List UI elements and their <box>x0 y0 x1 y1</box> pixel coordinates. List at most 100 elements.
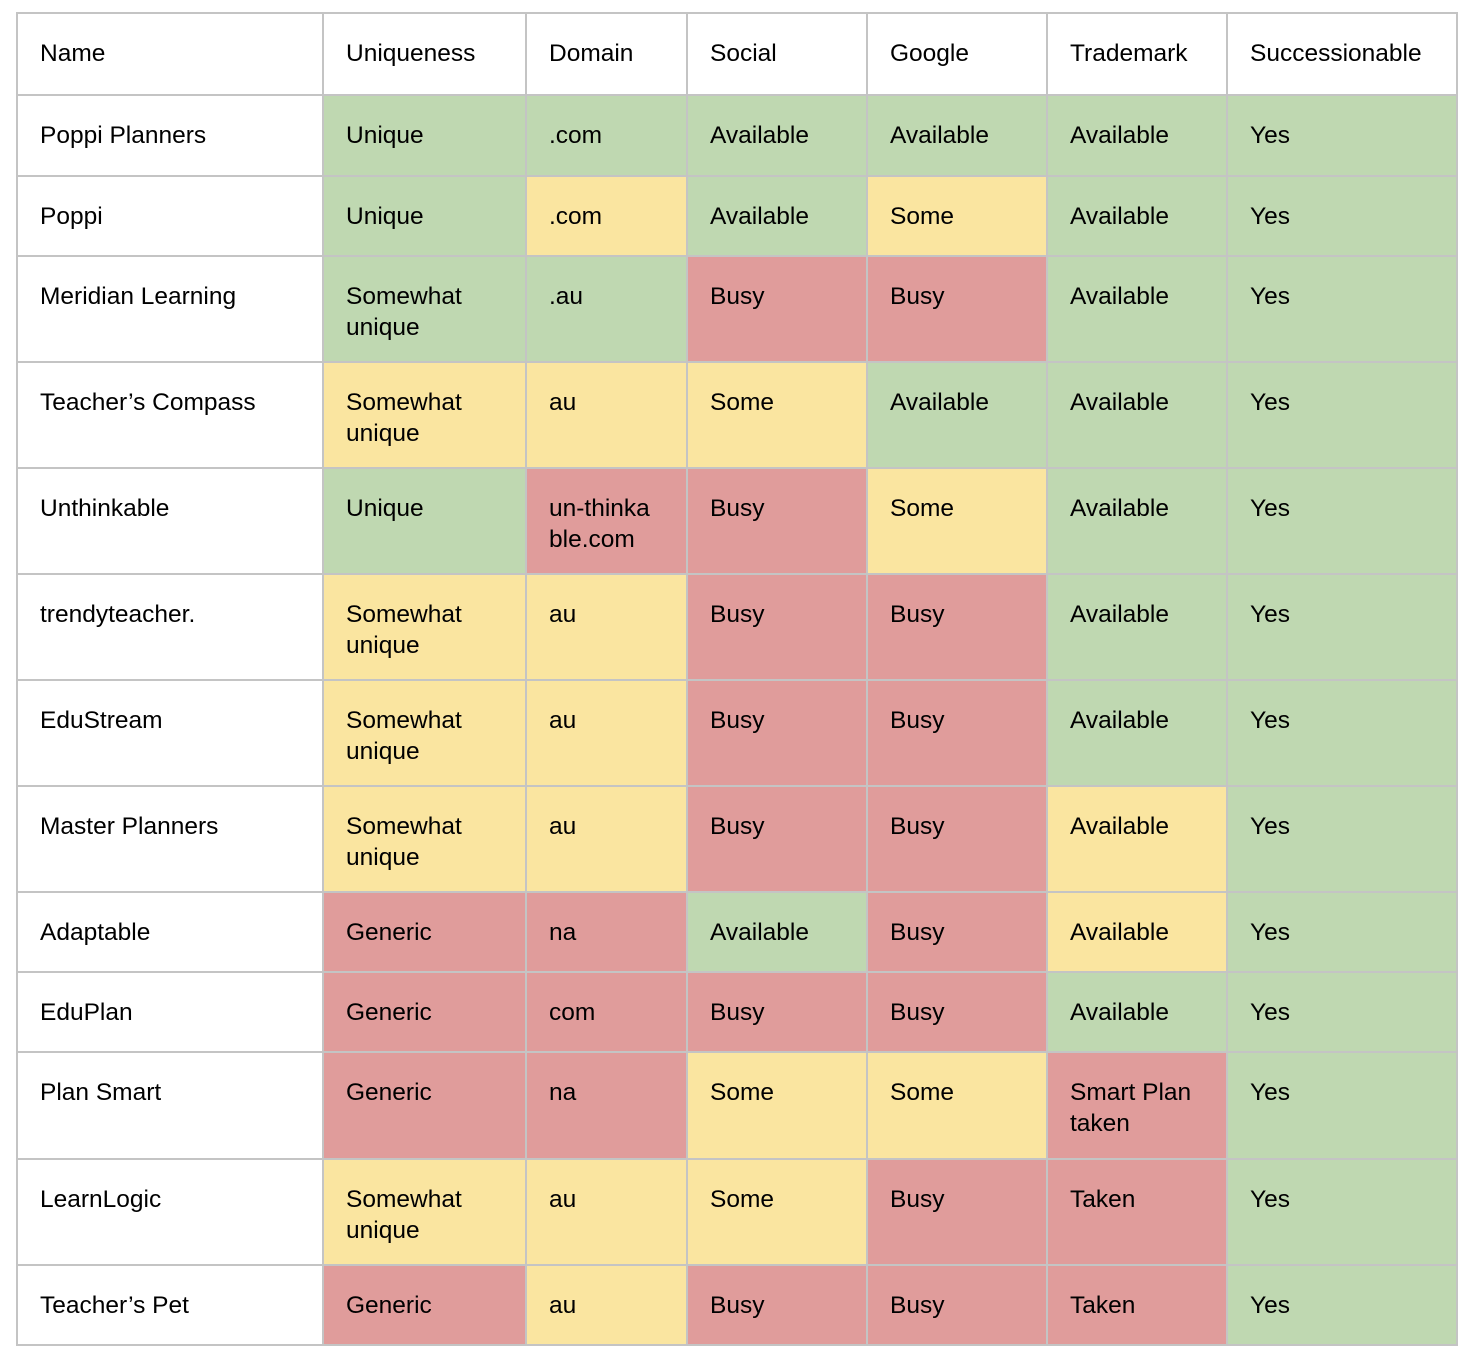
header-uniqueness: Uniqueness <box>322 12 527 96</box>
table-body: Poppi Planners Unique .com Available Availab… <box>16 94 1458 1346</box>
header-trademark: Trademark <box>1046 12 1228 96</box>
cell-successionable: Yes <box>1226 175 1458 257</box>
cell-trademark: Available <box>1046 175 1228 257</box>
cell-trademark: Smart Plan taken <box>1046 1051 1228 1160</box>
cell-trademark: Available <box>1046 361 1228 469</box>
cell-social: Some <box>686 361 868 469</box>
cell-trademark: Available <box>1046 467 1228 575</box>
cell-uniqueness: Somewhat unique <box>322 573 527 681</box>
cell-name: EduPlan <box>16 971 324 1053</box>
cell-successionable: Yes <box>1226 679 1458 787</box>
table-row: Unthinkable Unique un-thinka ble.com Busy So… <box>16 467 1458 575</box>
cell-google: Some <box>866 1051 1048 1160</box>
cell-name: Teacher’s Pet <box>16 1264 324 1346</box>
cell-google: Busy <box>866 971 1048 1053</box>
cell-successionable: Yes <box>1226 94 1458 177</box>
cell-name: Master Planners <box>16 785 324 893</box>
cell-social: Busy <box>686 467 868 575</box>
cell-successionable: Yes <box>1226 785 1458 893</box>
cell-social: Available <box>686 891 868 973</box>
cell-successionable: Yes <box>1226 1158 1458 1266</box>
cell-trademark: Available <box>1046 94 1228 177</box>
header-domain: Domain <box>525 12 688 96</box>
cell-social: Busy <box>686 679 868 787</box>
cell-google: Busy <box>866 255 1048 363</box>
cell-social: Available <box>686 94 868 177</box>
cell-name: LearnLogic <box>16 1158 324 1266</box>
table-row: EduStream Somewhat unique au Busy Busy Availa… <box>16 679 1458 787</box>
cell-google: Busy <box>866 1264 1048 1346</box>
table-row: Plan Smart Generic na Some Some Smart Plan ta… <box>16 1051 1458 1160</box>
cell-uniqueness: Somewhat unique <box>322 679 527 787</box>
cell-uniqueness: Generic <box>322 1051 527 1160</box>
table-row: Teacher’s Pet Generic au Busy Busy Taken Yes <box>16 1264 1458 1346</box>
cell-uniqueness: Somewhat unique <box>322 1158 527 1266</box>
cell-trademark: Available <box>1046 255 1228 363</box>
cell-domain: au <box>525 1158 688 1266</box>
cell-domain: au <box>525 679 688 787</box>
table-row: EduPlan Generic com Busy Busy Available Yes <box>16 971 1458 1053</box>
name-availability-table: Name Uniqueness Domain Social Google Tra… <box>16 12 1458 1346</box>
cell-successionable: Yes <box>1226 891 1458 973</box>
cell-uniqueness: Somewhat unique <box>322 361 527 469</box>
table-row: trendyteacher. Somewhat unique au Busy Busy A… <box>16 573 1458 681</box>
cell-domain: .au <box>525 255 688 363</box>
cell-successionable: Yes <box>1226 361 1458 469</box>
cell-successionable: Yes <box>1226 1264 1458 1346</box>
cell-social: Busy <box>686 1264 868 1346</box>
table-row: Master Planners Somewhat unique au Busy Busy… <box>16 785 1458 893</box>
cell-name: Unthinkable <box>16 467 324 575</box>
cell-name: EduStream <box>16 679 324 787</box>
cell-uniqueness: Generic <box>322 971 527 1053</box>
cell-successionable: Yes <box>1226 573 1458 681</box>
cell-domain: .com <box>525 94 688 177</box>
cell-domain: un-thinka ble.com <box>525 467 688 575</box>
header-row: Name Uniqueness Domain Social Google Tra… <box>16 12 1458 96</box>
cell-name: Poppi <box>16 175 324 257</box>
cell-uniqueness: Somewhat unique <box>322 255 527 363</box>
cell-google: Some <box>866 175 1048 257</box>
cell-google: Busy <box>866 785 1048 893</box>
cell-uniqueness: Unique <box>322 175 527 257</box>
table-row: Poppi Planners Unique .com Available Availab… <box>16 94 1458 177</box>
cell-social: Some <box>686 1051 868 1160</box>
cell-successionable: Yes <box>1226 255 1458 363</box>
cell-successionable: Yes <box>1226 1051 1458 1160</box>
cell-domain: au <box>525 361 688 469</box>
table-row: Teacher’s Compass Somewhat unique au Some Av… <box>16 361 1458 469</box>
cell-social: Some <box>686 1158 868 1266</box>
cell-google: Busy <box>866 679 1048 787</box>
cell-name: Meridian Learning <box>16 255 324 363</box>
cell-social: Busy <box>686 255 868 363</box>
cell-domain: .com <box>525 175 688 257</box>
cell-name: Poppi Planners <box>16 94 324 177</box>
cell-successionable: Yes <box>1226 467 1458 575</box>
cell-name: Teacher’s Compass <box>16 361 324 469</box>
table-row: Adaptable Generic na Available Busy Available… <box>16 891 1458 973</box>
cell-google: Busy <box>866 573 1048 681</box>
cell-domain: com <box>525 971 688 1053</box>
cell-domain: au <box>525 1264 688 1346</box>
table-row: LearnLogic Somewhat unique au Some Busy Taken… <box>16 1158 1458 1266</box>
cell-uniqueness: Unique <box>322 94 527 177</box>
cell-name: trendyteacher. <box>16 573 324 681</box>
header-social: Social <box>686 12 868 96</box>
cell-uniqueness: Generic <box>322 891 527 973</box>
table-row: Poppi Unique .com Available Some Available Yes <box>16 175 1458 257</box>
cell-google: Some <box>866 467 1048 575</box>
cell-uniqueness: Unique <box>322 467 527 575</box>
header-name: Name <box>16 12 324 96</box>
cell-social: Busy <box>686 785 868 893</box>
cell-domain: na <box>525 1051 688 1160</box>
cell-name: Adaptable <box>16 891 324 973</box>
cell-trademark: Taken <box>1046 1158 1228 1266</box>
cell-trademark: Available <box>1046 971 1228 1053</box>
cell-domain: au <box>525 573 688 681</box>
cell-uniqueness: Generic <box>322 1264 527 1346</box>
table-row: Meridian Learning Somewhat unique .au Busy B… <box>16 255 1458 363</box>
cell-trademark: Available <box>1046 573 1228 681</box>
cell-uniqueness: Somewhat unique <box>322 785 527 893</box>
cell-social: Busy <box>686 573 868 681</box>
cell-google: Busy <box>866 1158 1048 1266</box>
cell-google: Busy <box>866 891 1048 973</box>
